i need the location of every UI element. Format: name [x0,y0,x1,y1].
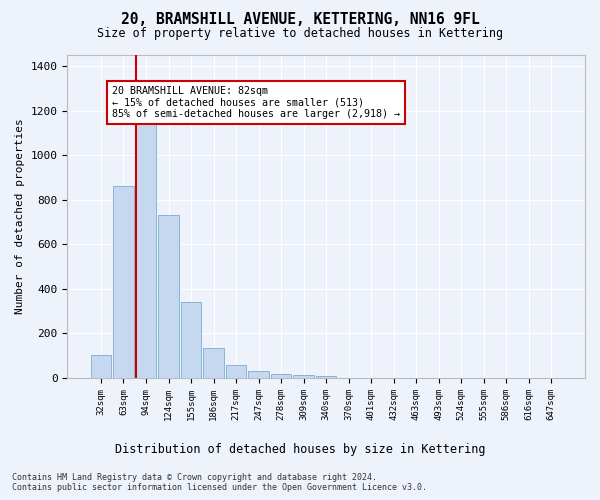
Bar [226,364,246,378]
Bar [293,374,314,378]
Bar [271,374,291,378]
Bar [136,124,156,378]
Bar [203,348,224,378]
Bar [91,355,111,378]
Bar [181,302,201,378]
Text: 20 BRAMSHILL AVENUE: 82sqm
← 15% of detached houses are smaller (513)
85% of sem: 20 BRAMSHILL AVENUE: 82sqm ← 15% of deta… [112,86,400,120]
Text: Distribution of detached houses by size in Kettering: Distribution of detached houses by size … [115,442,485,456]
Y-axis label: Number of detached properties: Number of detached properties [15,118,25,314]
Text: Contains public sector information licensed under the Open Government Licence v3: Contains public sector information licen… [12,482,427,492]
Bar [248,372,269,378]
Text: 20, BRAMSHILL AVENUE, KETTERING, NN16 9FL: 20, BRAMSHILL AVENUE, KETTERING, NN16 9F… [121,12,479,28]
Bar [158,214,179,378]
Text: Contains HM Land Registry data © Crown copyright and database right 2024.: Contains HM Land Registry data © Crown c… [12,472,377,482]
Text: Size of property relative to detached houses in Kettering: Size of property relative to detached ho… [97,28,503,40]
Bar [316,376,336,378]
Bar [113,186,134,378]
